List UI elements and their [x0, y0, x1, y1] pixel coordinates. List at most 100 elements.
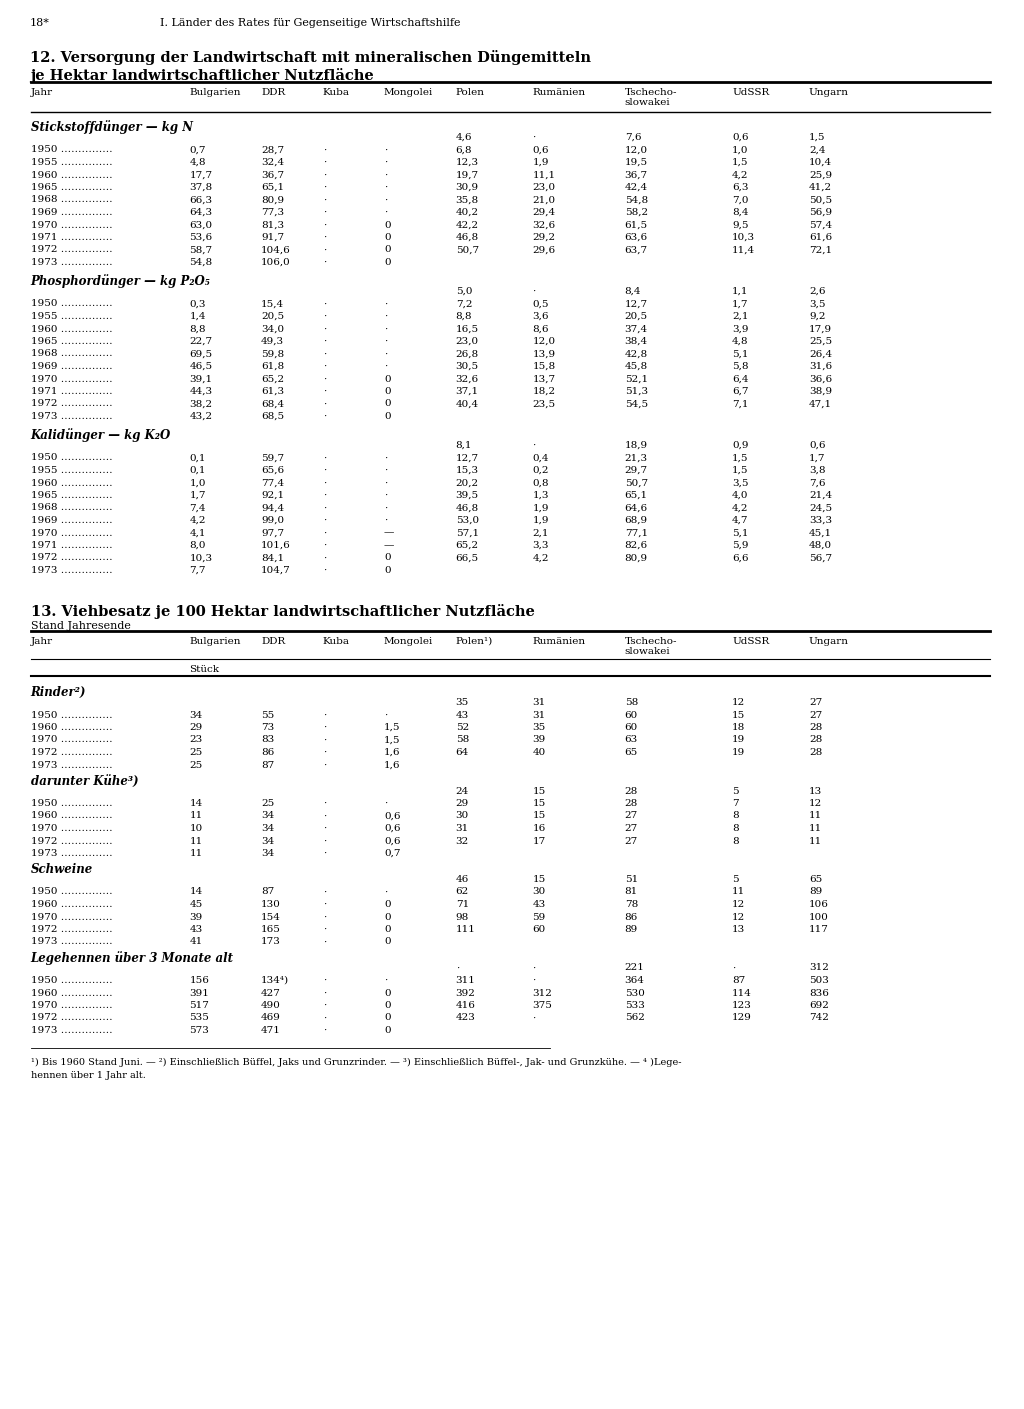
Text: 0,6: 0,6 — [384, 812, 400, 820]
Text: 15,3: 15,3 — [456, 466, 479, 475]
Text: 5,9: 5,9 — [732, 541, 749, 550]
Text: 38,9: 38,9 — [809, 387, 833, 396]
Text: 31,6: 31,6 — [809, 362, 833, 371]
Text: 5: 5 — [732, 786, 738, 796]
Text: ·: · — [323, 566, 326, 575]
Text: 0,6: 0,6 — [532, 145, 549, 155]
Text: ·: · — [323, 145, 326, 155]
Text: ·: · — [323, 989, 326, 998]
Text: 7,0: 7,0 — [732, 196, 749, 204]
Text: 0,1: 0,1 — [189, 454, 206, 462]
Text: ·: · — [323, 158, 326, 168]
Text: ·: · — [532, 287, 536, 296]
Text: 312: 312 — [532, 989, 552, 998]
Text: 4,1: 4,1 — [189, 528, 206, 537]
Text: 2,4: 2,4 — [809, 145, 825, 155]
Text: ·: · — [323, 913, 326, 921]
Text: Bulgarien: Bulgarien — [189, 87, 241, 97]
Text: 68,4: 68,4 — [261, 400, 285, 409]
Text: 7: 7 — [732, 799, 738, 807]
Text: 36,7: 36,7 — [625, 170, 648, 179]
Text: 59: 59 — [532, 913, 546, 921]
Text: 0: 0 — [384, 989, 390, 998]
Text: 40: 40 — [532, 748, 546, 757]
Text: 43,2: 43,2 — [189, 411, 213, 421]
Text: 37,8: 37,8 — [189, 183, 213, 192]
Text: 61,6: 61,6 — [809, 232, 833, 242]
Text: 104,7: 104,7 — [261, 566, 291, 575]
Text: 45,8: 45,8 — [625, 362, 648, 371]
Text: ·: · — [323, 799, 326, 807]
Text: 77,1: 77,1 — [625, 528, 648, 537]
Text: ·: · — [323, 924, 326, 934]
Text: 35,8: 35,8 — [456, 196, 479, 204]
Text: 41,2: 41,2 — [809, 183, 833, 192]
Text: 7,6: 7,6 — [625, 132, 641, 142]
Text: 18,9: 18,9 — [625, 441, 648, 449]
Text: 0: 0 — [384, 258, 390, 266]
Text: 25: 25 — [261, 799, 274, 807]
Text: ·: · — [384, 479, 387, 488]
Text: 29,2: 29,2 — [532, 232, 556, 242]
Text: 24: 24 — [456, 786, 469, 796]
Text: 28: 28 — [809, 735, 822, 744]
Text: 21,4: 21,4 — [809, 490, 833, 500]
Text: 469: 469 — [261, 1013, 281, 1023]
Text: 503: 503 — [809, 976, 828, 985]
Text: ·: · — [323, 337, 326, 347]
Text: 1973 ……………: 1973 …………… — [31, 258, 113, 266]
Text: 6,3: 6,3 — [732, 183, 749, 192]
Text: 47,1: 47,1 — [809, 400, 833, 409]
Text: 7,6: 7,6 — [809, 479, 825, 488]
Text: ·: · — [323, 411, 326, 421]
Text: ·: · — [323, 937, 326, 947]
Text: 106: 106 — [809, 900, 828, 909]
Text: ·: · — [323, 976, 326, 985]
Text: 65,2: 65,2 — [261, 375, 285, 383]
Text: 15: 15 — [732, 710, 745, 720]
Text: 48,0: 48,0 — [809, 541, 833, 550]
Text: 43: 43 — [456, 710, 469, 720]
Text: ·: · — [323, 850, 326, 858]
Text: 12,7: 12,7 — [456, 454, 479, 462]
Text: ·: · — [384, 454, 387, 462]
Text: slowakei: slowakei — [625, 99, 671, 107]
Text: 2,6: 2,6 — [809, 287, 825, 296]
Text: 1950 ……………: 1950 …………… — [31, 976, 113, 985]
Text: ·: · — [732, 964, 735, 972]
Text: 1,0: 1,0 — [189, 479, 206, 488]
Text: 62: 62 — [456, 888, 469, 896]
Text: ·: · — [532, 441, 536, 449]
Text: 692: 692 — [809, 1000, 828, 1010]
Text: 17: 17 — [532, 837, 546, 845]
Text: Tschecho-: Tschecho- — [625, 637, 677, 645]
Text: 65,1: 65,1 — [625, 490, 648, 500]
Text: ·: · — [384, 196, 387, 204]
Text: 60: 60 — [625, 710, 638, 720]
Text: 97,7: 97,7 — [261, 528, 285, 537]
Text: 64,3: 64,3 — [189, 209, 213, 217]
Text: 51: 51 — [625, 875, 638, 883]
Text: Rinder²): Rinder²) — [31, 686, 86, 699]
Text: 517: 517 — [189, 1000, 209, 1010]
Text: 1950 ……………: 1950 …………… — [31, 710, 113, 720]
Text: 39: 39 — [189, 913, 203, 921]
Text: 78: 78 — [625, 900, 638, 909]
Text: Ungarn: Ungarn — [809, 87, 849, 97]
Text: 91,7: 91,7 — [261, 232, 285, 242]
Text: 63,6: 63,6 — [625, 232, 648, 242]
Text: 0: 0 — [384, 1026, 390, 1036]
Text: 12,7: 12,7 — [625, 300, 648, 309]
Text: 427: 427 — [261, 989, 281, 998]
Text: 364: 364 — [625, 976, 644, 985]
Text: 10,4: 10,4 — [809, 158, 833, 168]
Text: 0: 0 — [384, 900, 390, 909]
Text: ·: · — [323, 311, 326, 321]
Text: 11,4: 11,4 — [732, 245, 756, 255]
Text: 52,1: 52,1 — [625, 375, 648, 383]
Text: 5,1: 5,1 — [732, 528, 749, 537]
Text: 101,6: 101,6 — [261, 541, 291, 550]
Text: 57,4: 57,4 — [809, 220, 833, 230]
Text: 129: 129 — [732, 1013, 752, 1023]
Text: Polen¹): Polen¹) — [456, 637, 493, 645]
